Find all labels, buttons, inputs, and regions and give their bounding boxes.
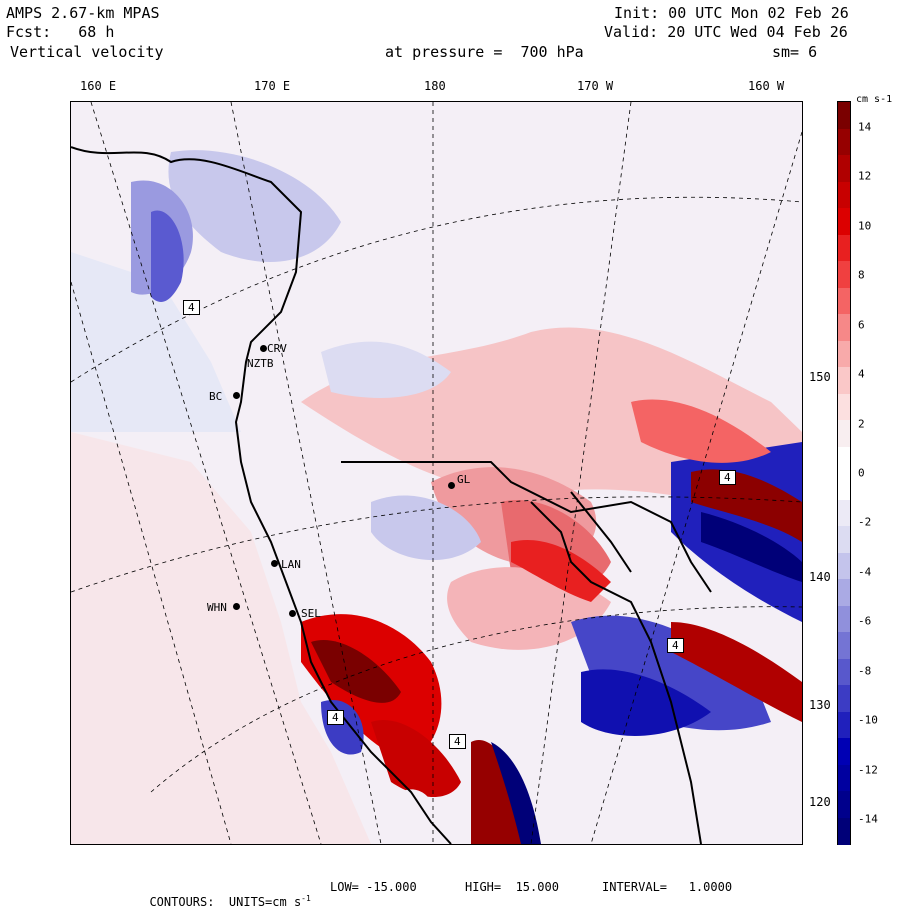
station-gl-label: GL [457,473,471,486]
colorbar-tick-label: 12 [858,169,872,183]
colorbar-tick-label: 14 [858,120,872,134]
extrema-marker: 4 [183,300,200,315]
colorbar-segment [838,764,850,792]
lon-label-170w: 170 W [577,79,614,93]
station-whn-dot [233,603,240,610]
colorbar-segment [838,579,850,606]
colorbar-tick-label: -14 [858,812,878,826]
station-gl-dot [448,482,455,489]
vertical-velocity-map: CRV NZTB BC LAN WHN SEL GL 4 4 4 4 4 [70,101,803,845]
station-sel-label: SEL [301,607,321,620]
extrema-marker: 4 [327,710,344,725]
colorbar-segment [838,393,850,421]
colorbar-segment [838,128,850,156]
footer-contours: CONTOURS: UNITS=cm s-1 [135,880,311,909]
colorbar-segment [838,791,850,818]
colorbar-tick-label: -12 [858,763,878,777]
colorbar-segment [838,685,850,712]
colorbar-segment [838,738,850,765]
forecast-hour: Fcst: 68 h [6,23,115,41]
extrema-marker: 4 [667,638,684,653]
lon-label-160w: 160 W [748,79,785,93]
lon-label-160e: 160 E [80,79,117,93]
lon-label-180: 180 [424,79,446,93]
colorbar-segment [838,658,850,686]
colorbar-units: cm s-1 [856,94,893,105]
colorbar-segment [838,367,850,394]
station-bc-label: BC [209,390,223,403]
map-canvas [71,102,802,844]
colorbar-segment [838,817,850,845]
plateau-region-blue [71,252,241,432]
colorbar-tick-label: 2 [858,417,865,431]
colorbar-segment [838,552,850,580]
station-lan-label: LAN [281,558,301,571]
vertical-velocity-field [131,150,802,844]
colorbar-tick-label: 10 [858,219,872,233]
colorbar-tick-label: -4 [858,565,872,579]
colorbar-segment [838,155,850,182]
colorbar-tick-label: -6 [858,614,872,628]
station-nztb-label: NZTB [247,357,274,370]
footer-units-exponent: -1 [301,894,311,903]
extrema-marker: 4 [719,470,736,485]
station-crv-dot [260,345,267,352]
colorbar [837,101,851,845]
colorbar-segment [838,234,850,262]
colorbar-tick-label: 6 [858,318,865,332]
colorbar-segment [838,446,850,474]
station-crv-label: CRV [267,342,287,355]
colorbar-segment [838,208,850,235]
plateau-region [71,432,371,844]
coastline [71,146,712,844]
station-sel-dot [289,610,296,617]
pressure-level: at pressure = 700 hPa [385,43,584,61]
colorbar-segment [838,711,850,739]
colorbar-tick-label: 8 [858,268,865,282]
colorbar-segment [838,102,850,129]
valid-time: Valid: 20 UTC Wed 04 Feb 26 [604,23,848,41]
colorbar-segment [838,499,850,527]
footer-contours-text: CONTOURS: UNITS=cm s [149,895,302,909]
colorbar-tick-label: 0 [858,466,865,480]
init-time: Init: 00 UTC Mon 02 Feb 26 [614,4,849,22]
colorbar-segment [838,473,850,500]
colorbar-segment [838,420,850,447]
lon-label-170e: 170 E [254,79,291,93]
colorbar-segment [838,340,850,368]
footer-high: HIGH= 15.000 [465,880,559,894]
colorbar-segment [838,287,850,315]
colorbar-segment [838,632,850,659]
colorbar-tick-label: -8 [858,664,872,678]
station-lan-dot [271,560,278,567]
station-bc-dot [233,392,240,399]
colorbar-segment [838,181,850,209]
colorbar-segment [838,261,850,288]
field-name: Vertical velocity [10,43,164,61]
footer-interval: INTERVAL= 1.0000 [602,880,733,894]
colorbar-segment [838,314,850,341]
extrema-marker: 4 [449,734,466,749]
colorbar-segment [838,526,850,553]
colorbar-tick-label: -2 [858,515,872,529]
model-title: AMPS 2.67-km MPAS [6,4,160,22]
graticule [71,102,802,844]
footer-low: LOW= -15.000 [330,880,417,894]
colorbar-tick-label: -10 [858,713,878,727]
colorbar-segment [838,605,850,633]
smoothing-value: sm= 6 [772,43,818,61]
colorbar-tick-label: 4 [858,367,865,381]
station-whn-label: WHN [207,601,227,614]
